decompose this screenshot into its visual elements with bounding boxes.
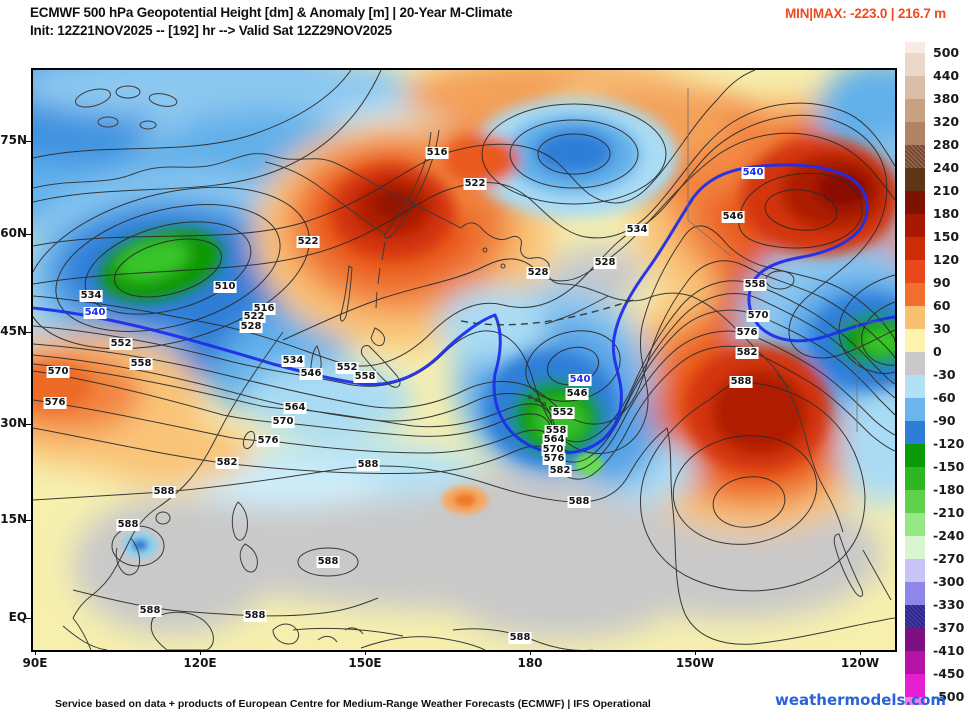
attribution-text: Service based on data + products of Euro… [55, 698, 651, 710]
lat-tick-mark [26, 234, 31, 235]
colorbar [905, 42, 925, 705]
colorbar-segment [905, 582, 925, 605]
colorbar-segment [905, 674, 925, 697]
chart-title: ECMWF 500 hPa Geopotential Height [dm] &… [30, 5, 513, 20]
lat-tick-mark [26, 332, 31, 333]
colorbar-tick-label: -270 [933, 551, 965, 566]
colorbar-segment [905, 628, 925, 651]
colorbar-segment [905, 605, 925, 628]
brand-link[interactable]: weathermodels.com [774, 691, 946, 709]
lon-tick-mark [35, 650, 36, 655]
colorbar-tick-label: -30 [933, 367, 956, 382]
lon-tick-mark [530, 650, 531, 655]
colorbar-tick-label: 210 [933, 183, 960, 198]
colorbar-segment [905, 536, 925, 559]
colorbar-segment [905, 444, 925, 467]
colorbar-segment [905, 237, 925, 260]
colorbar-tick-label: -150 [933, 459, 965, 474]
colorbar-segment [905, 283, 925, 306]
colorbar-segment [905, 122, 925, 145]
colorbar-segment [905, 260, 925, 283]
colorbar-tick-label: -300 [933, 574, 965, 589]
colorbar-tick-label: 320 [933, 114, 960, 129]
colorbar-tick-label: 180 [933, 206, 960, 221]
colorbar-tick-label: 150 [933, 229, 960, 244]
borders [687, 88, 895, 432]
colorbar-segment [905, 697, 925, 705]
colorbar-segment [905, 99, 925, 122]
colorbar-tick-label: -60 [933, 390, 956, 405]
colorbar-segment [905, 559, 925, 582]
chart-subtitle-init-valid: Init: 12Z21NOV2025 -- [192] hr --> Valid… [30, 23, 392, 38]
colorbar-tick-label: -450 [933, 666, 965, 681]
colorbar-tick-label: -120 [933, 436, 965, 451]
colorbar-tick-label: 90 [933, 275, 951, 290]
colorbar-tick-label: -330 [933, 597, 965, 612]
colorbar-segment [905, 490, 925, 513]
anomaly-shading-small [123, 453, 603, 558]
colorbar-segment [905, 306, 925, 329]
lat-tick-mark [26, 424, 31, 425]
contour-540-blue [33, 163, 895, 455]
colorbar-tick-label: 440 [933, 68, 960, 83]
lat-tick-label: EQ [8, 610, 27, 624]
lat-tick-label: 60N [0, 226, 27, 240]
colorbar-tick-label: -210 [933, 505, 965, 520]
lat-tick-label: 75N [0, 133, 27, 147]
colorbar-segment [905, 421, 925, 444]
colorbar-segment [905, 214, 925, 237]
colorbar-tick-label: 120 [933, 252, 960, 267]
lat-tick-mark [26, 618, 31, 619]
colorbar-tick-label: -370 [933, 620, 965, 635]
lon-tick-label: 180 [517, 656, 543, 670]
colorbar-segment [905, 168, 925, 191]
lat-tick-label: 15N [0, 512, 27, 526]
lat-tick-mark [26, 520, 31, 521]
map-frame: 516 522 522 510 516 522 528 534 552 558 570 576 534 5… [31, 68, 897, 652]
colorbar-segment [905, 375, 925, 398]
colorbar-segment [905, 352, 925, 375]
lon-tick-label: 120W [840, 656, 880, 670]
colorbar-tick-label: 280 [933, 137, 960, 152]
colorbar-tick-label: -90 [933, 413, 956, 428]
colorbar-tick-label: 0 [933, 344, 942, 359]
colorbar-segment [905, 145, 925, 168]
lon-tick-label: 150E [348, 656, 382, 670]
colorbar-tick-label: -410 [933, 643, 965, 658]
lon-tick-mark [365, 650, 366, 655]
lon-tick-mark [695, 650, 696, 655]
colorbar-tick-label: 60 [933, 298, 951, 313]
lat-tick-mark [26, 141, 31, 142]
lon-tick-mark [200, 650, 201, 655]
minmax-readout: MIN|MAX: -223.0 | 216.7 m [785, 6, 946, 21]
colorbar-tick-label: 30 [933, 321, 951, 336]
colorbar-tick-label: 500 [933, 45, 960, 60]
colorbar-tick-label: 240 [933, 160, 960, 175]
colorbar-segment [905, 513, 925, 536]
lon-tick-mark [860, 650, 861, 655]
colorbar-tick-label: -240 [933, 528, 965, 543]
map-canvas [33, 70, 895, 650]
colorbar-segment [905, 76, 925, 99]
colorbar-segment [905, 329, 925, 352]
colorbar-segment [905, 467, 925, 490]
aleutian-islands [456, 299, 634, 326]
colorbar-segment [905, 398, 925, 421]
colorbar-segment [905, 191, 925, 214]
colorbar-tick-label: 380 [933, 91, 960, 106]
colorbar-segment [905, 42, 925, 53]
lon-tick-label: 90E [22, 656, 48, 670]
colorbar-segment [905, 53, 925, 76]
lat-tick-label: 45N [0, 324, 27, 338]
colorbar-tick-label: -500 [933, 689, 965, 704]
colorbar-tick-label: -180 [933, 482, 965, 497]
lon-tick-label: 150W [675, 656, 715, 670]
lat-tick-label: 30N [0, 416, 27, 430]
colorbar-segment [905, 651, 925, 674]
lon-tick-label: 120E [183, 656, 217, 670]
